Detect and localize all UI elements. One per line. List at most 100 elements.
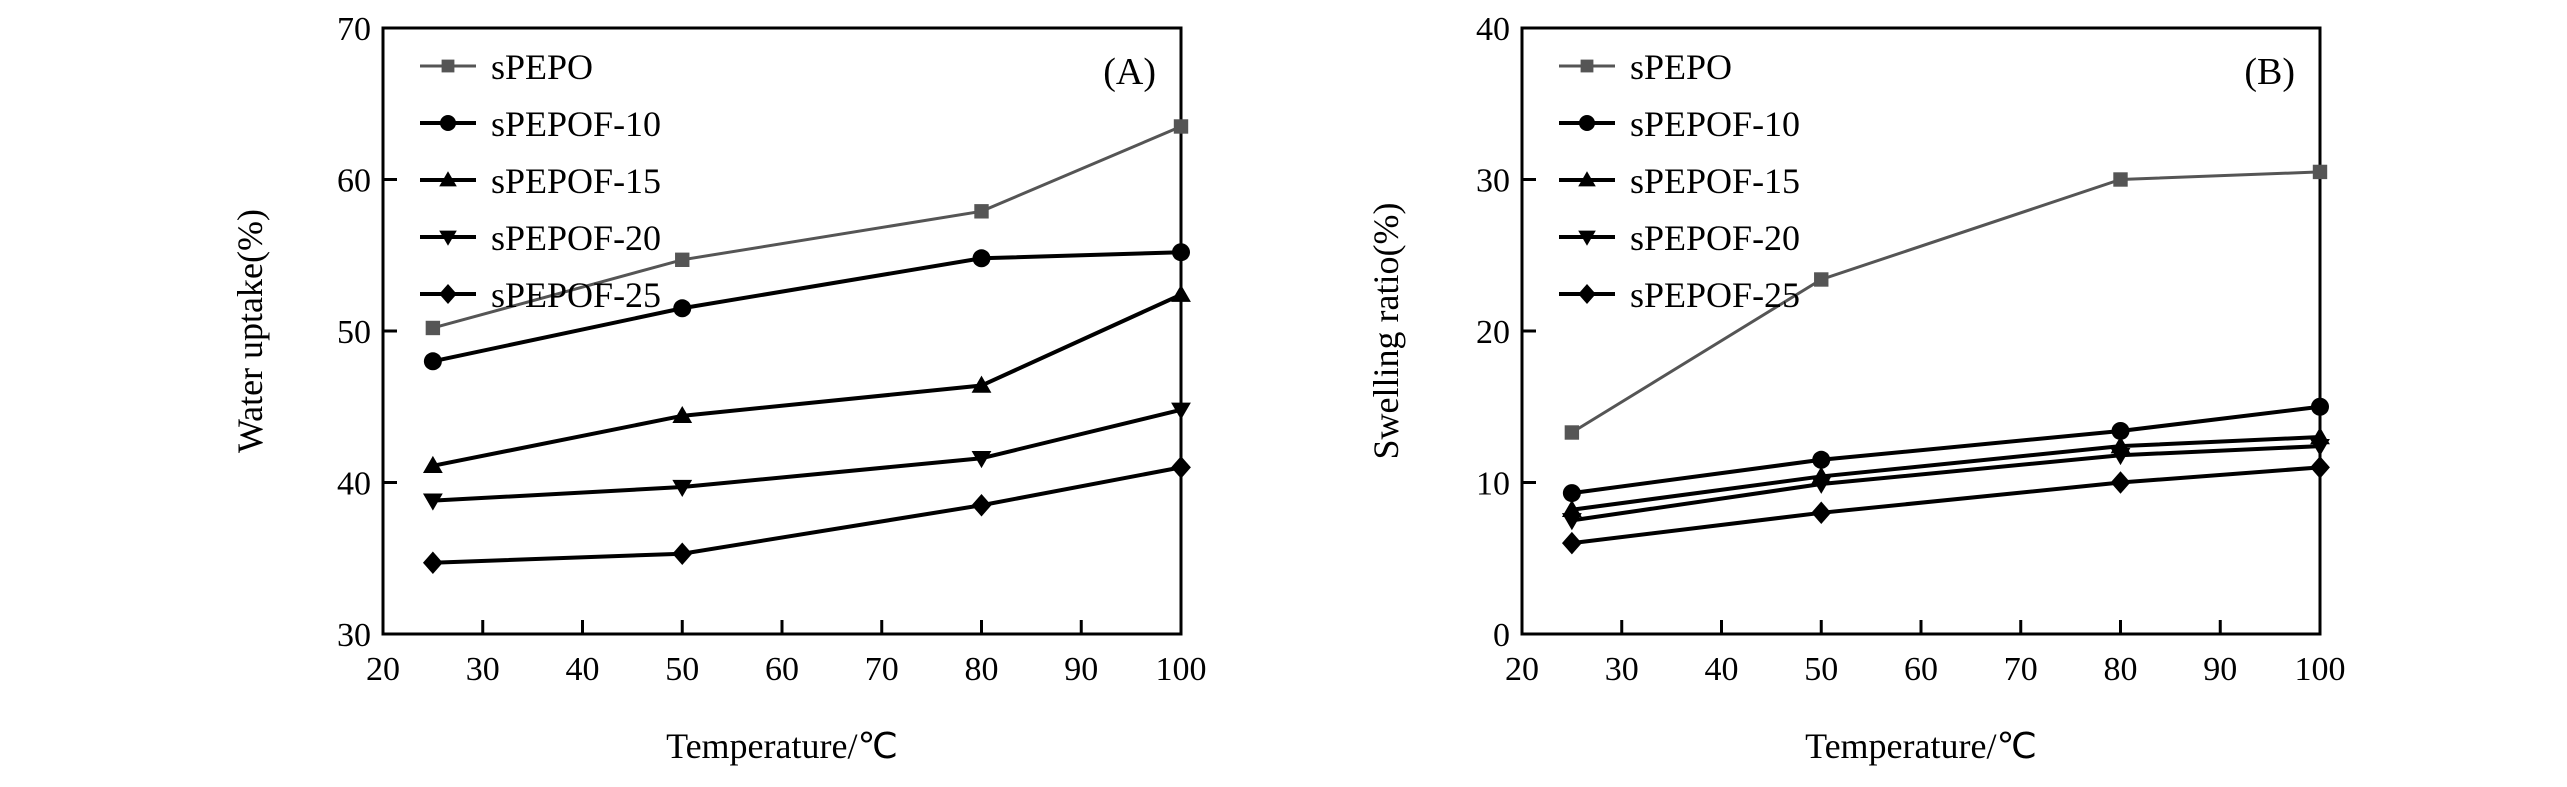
x-tick-label: 30 (466, 651, 500, 688)
x-tick-label: 80 (2104, 651, 2138, 688)
marker-circle (440, 115, 456, 131)
marker-square (675, 252, 690, 267)
legend-label: sPEPOF-25 (1630, 275, 1800, 315)
marker-circle (423, 352, 442, 371)
legend-entry: sPEPOF-20 (420, 218, 661, 258)
series-line (1571, 465, 2321, 546)
series-line (1571, 170, 2321, 434)
y-tick-label: 30 (1476, 163, 1510, 200)
marker-diamond (422, 551, 443, 575)
marker-diamond (2110, 471, 2131, 494)
marker-square (2312, 164, 2328, 180)
marker-circle (1562, 484, 1581, 503)
x-tick-label: 70 (2004, 651, 2038, 688)
marker-diamond (2310, 456, 2330, 479)
marker-diamond (1171, 456, 1191, 479)
marker-square (441, 59, 455, 73)
series-spepo (425, 119, 1189, 336)
marker-circle (1579, 115, 1595, 131)
y-tick-label: 40 (1476, 11, 1510, 48)
x-tick-label: 30 (1605, 651, 1639, 688)
marker-circle (2311, 397, 2329, 416)
marker-square (1814, 272, 1829, 287)
marker-triangle-up (1561, 499, 1582, 517)
legend-label: sPEPO (1630, 47, 1732, 87)
legend-label: sPEPOF-25 (491, 275, 661, 315)
legend-entry: sPEPOF-15 (1559, 161, 1800, 201)
y-tick-label: 50 (337, 314, 371, 351)
x-tick-label: 40 (1705, 651, 1739, 688)
marker-square (425, 320, 441, 336)
series-line (432, 465, 1182, 565)
legend-label: sPEPOF-10 (1630, 104, 1800, 144)
series-line (432, 407, 1182, 503)
legend-entry: sPEPOF-10 (420, 104, 661, 144)
legend-label: sPEPOF-15 (491, 161, 661, 201)
x-axis-label: Temperature/℃ (666, 726, 898, 766)
legend-label: sPEPOF-20 (1630, 218, 1800, 258)
series-spepo (1564, 164, 2328, 440)
marker-circle (972, 249, 991, 268)
x-tick-label: 50 (665, 651, 699, 688)
marker-triangle-down (1171, 402, 1191, 420)
series-line (1571, 404, 2321, 496)
x-tick-label: 100 (1156, 651, 1207, 688)
marker-diamond (672, 542, 693, 565)
y-tick-label: 20 (1476, 314, 1510, 351)
marker-triangle-up (971, 375, 992, 393)
x-tick-label: 60 (765, 651, 799, 688)
x-tick-label: 20 (1505, 651, 1539, 688)
marker-circle (1172, 243, 1190, 262)
legend-entry: sPEPOF-25 (1559, 275, 1800, 315)
marker-square (2113, 172, 2128, 187)
series-line (432, 125, 1182, 330)
series-spepof-10 (1562, 397, 2329, 503)
marker-diamond (1578, 284, 1596, 304)
x-tick-label: 40 (566, 651, 600, 688)
marker-triangle-up (422, 455, 443, 474)
legend-entry: sPEPOF-10 (1559, 104, 1800, 144)
x-tick-label: 50 (1804, 651, 1838, 688)
legend-label: sPEPOF-10 (491, 104, 661, 144)
marker-circle (673, 299, 692, 318)
series-spepof-20 (422, 402, 1191, 511)
marker-square (974, 204, 989, 219)
series-spepof-25 (1561, 456, 2330, 555)
legend-label: sPEPOF-15 (1630, 161, 1800, 201)
marker-triangle-down (1578, 230, 1596, 246)
series-line (1571, 435, 2321, 512)
marker-triangle-up (1578, 171, 1596, 187)
x-tick-label: 100 (2295, 651, 2346, 688)
panel-label: (A) (1103, 51, 1156, 93)
chart-panel-b: 20 30 40 50 60 70 80 90 100 0 10 20 30 40 Temperature/… (1366, 11, 2346, 766)
y-tick-label: 40 (337, 466, 371, 503)
marker-diamond (439, 284, 457, 304)
y-tick-label: 10 (1476, 466, 1510, 503)
marker-square (1580, 59, 1594, 73)
marker-diamond (1561, 531, 1582, 555)
x-tick-label: 90 (2203, 651, 2237, 688)
y-tick-label: 70 (337, 11, 371, 48)
marker-square (1564, 425, 1580, 440)
marker-triangle-up (1171, 284, 1191, 302)
y-axis-label: Water uptake(%) (230, 209, 270, 453)
marker-circle (1812, 450, 1831, 469)
marker-triangle-down (672, 479, 693, 497)
y-tick-label: 60 (337, 163, 371, 200)
legend-entry: sPEPOF-15 (420, 161, 661, 201)
legend-entry: sPEPOF-20 (1559, 218, 1800, 258)
y-tick-label: 0 (1493, 617, 1510, 654)
marker-circle (2111, 421, 2130, 440)
series-spepof-10 (423, 243, 1190, 371)
series-spepof-20 (1561, 438, 2330, 531)
legend-entry: sPEPO (1559, 47, 1732, 87)
marker-triangle-down (1561, 513, 1582, 531)
marker-triangle-down (1811, 476, 1832, 494)
series-line (432, 292, 1182, 468)
legend-entry: sPEPO (420, 47, 593, 87)
panel-label: (B) (2244, 51, 2295, 93)
marker-triangle-down (422, 493, 443, 511)
legend-entry: sPEPOF-25 (420, 275, 661, 315)
series-line (1571, 444, 2321, 523)
